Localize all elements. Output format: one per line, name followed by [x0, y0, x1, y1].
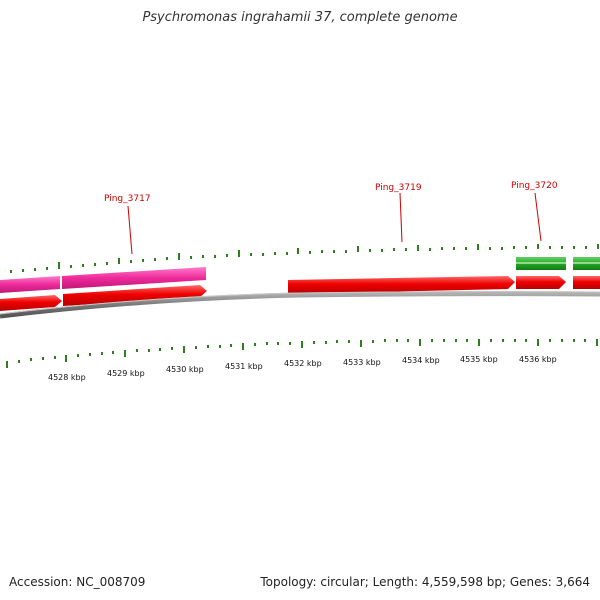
scale-label: 4534 kbp [402, 356, 440, 365]
scale-label: 4532 kbp [284, 359, 322, 368]
gene-arrow-1[interactable] [0, 295, 62, 311]
gene-label-ping-3719[interactable]: Ping_3719 [375, 183, 422, 193]
pink-feature-2[interactable] [62, 267, 206, 289]
genome-summary-text: Topology: circular; Length: 4,559,598 bp… [260, 575, 590, 589]
scale-label: 4529 kbp [107, 369, 145, 378]
gene-label-ping-3717[interactable]: Ping_3717 [104, 194, 151, 204]
scale-label: 4528 kbp [48, 373, 86, 382]
gc-ticks-bottom [6, 339, 598, 368]
leader-line-ping-3717 [127, 205, 133, 255]
gene-arrow-5[interactable] [573, 276, 600, 289]
scale-label: 4536 kbp [519, 355, 557, 364]
scale-label: 4533 kbp [343, 358, 381, 367]
gc-ticks-top [10, 244, 599, 273]
scale-labels: 4528 kbp 4529 kbp 4530 kbp 4531 kbp 4532… [48, 355, 557, 382]
scale-label: 4530 kbp [166, 365, 204, 374]
gene-arrow-ping-3719[interactable] [288, 276, 515, 294]
gene-arrow-ping-3717[interactable] [63, 285, 207, 306]
pink-feature-track [0, 267, 206, 293]
green-feature-track [516, 257, 600, 270]
gene-labels: Ping_3717 Ping_3719 Ping_3720 [104, 181, 558, 255]
scale-label: 4535 kbp [460, 355, 498, 364]
forward-gene-track [0, 276, 600, 311]
accession-text: Accession: NC_008709 [9, 575, 146, 589]
leader-line-ping-3719 [399, 192, 403, 243]
pink-feature-1[interactable] [0, 276, 60, 293]
leader-line-ping-3720 [534, 192, 542, 242]
gene-label-ping-3720[interactable]: Ping_3720 [511, 181, 558, 191]
genome-backbone [0, 291, 600, 319]
genome-title: Psychromonas ingrahamii 37, complete gen… [142, 10, 458, 25]
gene-arrow-ping-3720[interactable] [516, 276, 566, 289]
scale-label: 4531 kbp [225, 362, 263, 371]
